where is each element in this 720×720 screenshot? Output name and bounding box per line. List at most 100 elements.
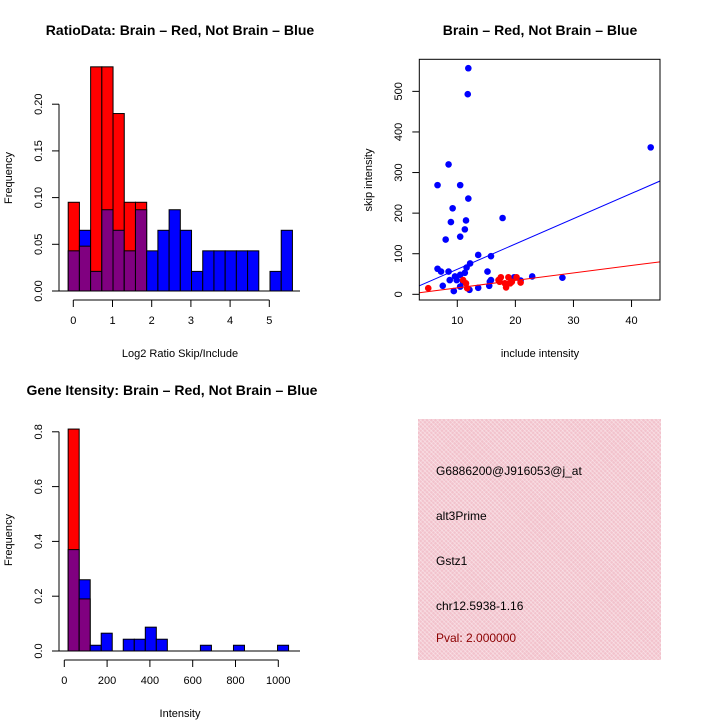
- ratio-hist-x-tick-label: 3: [188, 315, 194, 327]
- scatter-point-not-brain: [453, 276, 461, 284]
- intensity-hist-title: Gene Itensity: Brain – Red, Not Brain – …: [27, 382, 318, 398]
- ratio-hist-bar: [179, 229, 193, 292]
- scatter-y-tick-label: 0: [393, 291, 405, 297]
- intensity-hist-bar: [89, 644, 102, 652]
- intensity-hist-y-tick-label: 0.4: [33, 534, 45, 549]
- scatter-point-not-brain: [437, 268, 445, 275]
- scatter-plot: 0 100 200 300 400 500 10 20 30 40: [393, 58, 661, 327]
- intensity-hist-x-tick-label: 0: [61, 675, 67, 687]
- scatter-point-not-brain: [450, 287, 458, 295]
- intensity-hist-y-tick-label: 0.6: [33, 479, 45, 494]
- ratio-hist-bar: [168, 209, 181, 292]
- ratio-hist-y-tick-label: 0.00: [33, 280, 45, 301]
- intensity-hist-y-tick-label: 0.8: [33, 424, 45, 439]
- ratio-hist-bar: [280, 229, 293, 292]
- scatter-point-not-brain: [456, 181, 464, 189]
- scatter-point-not-brain: [484, 268, 491, 275]
- scatter-point-not-brain: [456, 283, 464, 290]
- ratio-hist-y-tick-label: 0.05: [33, 234, 45, 255]
- ratio-hist-y-tick-label: 0.15: [33, 140, 45, 161]
- ratio-hist-bar: [213, 250, 226, 292]
- intensity-hist-x-tick-label: 200: [98, 675, 116, 687]
- probe-id: G6886200@J916053@j_at: [436, 464, 582, 478]
- scatter-point-not-brain: [442, 236, 449, 243]
- ratio-hist-overlap-bar: [134, 209, 148, 292]
- pval: Pval: 2.000000: [436, 631, 517, 645]
- scatter-title: Brain – Red, Not Brain – Blue: [443, 22, 638, 38]
- scatter-point-not-brain: [487, 252, 495, 260]
- scatter-point-not-brain: [461, 226, 469, 233]
- scatter-point-not-brain: [446, 276, 454, 284]
- scatter-point-not-brain: [462, 217, 470, 224]
- intensity-hist-overlap-bar: [67, 549, 80, 652]
- intensity-hist-y-tick-label: 0.2: [33, 589, 45, 604]
- scatter-y-tick-label: 100: [393, 245, 405, 263]
- fit-line-not-brain: [419, 180, 660, 287]
- scatter-y-tick-label: 500: [393, 82, 405, 100]
- ratio-hist-x-tick-label: 1: [109, 315, 115, 327]
- ratio-hist-bar: [191, 270, 204, 292]
- info-panel: G6886200@J916053@j_at alt3Prime Gstz1 ch…: [418, 419, 661, 660]
- ratio-hist-overlap-bar: [123, 250, 136, 292]
- scatter-y-tick-label: 400: [393, 123, 405, 141]
- ratio-hist-y-tick-label: 0.10: [33, 187, 45, 208]
- scatter-x-tick-label: 40: [625, 315, 637, 327]
- scatter-point-brain: [505, 273, 512, 281]
- scatter-point-not-brain: [447, 218, 455, 226]
- scatter-x-tick-label: 30: [567, 315, 579, 327]
- scatter-point-not-brain: [445, 268, 452, 275]
- ratio-hist-bar: [247, 250, 260, 292]
- ratio-hist-x-tick-label: 5: [266, 315, 272, 327]
- ratio-hist-y-tick-label: 0.20: [33, 93, 45, 114]
- intensity-hist-bar: [100, 632, 113, 652]
- ratio-hist-x-tick-label: 2: [149, 315, 155, 327]
- intensity-hist-x-tick-label: 400: [141, 675, 159, 687]
- scatter-xlabel: include intensity: [501, 348, 580, 360]
- ratio-hist-overlap-bar: [67, 250, 80, 292]
- intensity-hist-bar: [144, 626, 157, 652]
- fit-line-brain: [419, 261, 660, 294]
- ratio-hist-bar: [235, 250, 249, 292]
- scatter-point-not-brain: [464, 90, 472, 98]
- gene-name: Gstz1: [436, 554, 468, 568]
- scatter-point-not-brain: [559, 274, 566, 281]
- scatter-point-not-brain: [474, 251, 482, 259]
- scatter-point-brain: [459, 276, 467, 284]
- intensity-hist-x-tick-label: 600: [184, 675, 202, 687]
- scatter-point-not-brain: [465, 195, 472, 202]
- scatter-y-tick-label: 300: [393, 163, 405, 181]
- ratio-hist-bar: [146, 250, 159, 292]
- ratio-hist-bar: [202, 250, 215, 292]
- intensity-hist-xlabel: Intensity: [160, 708, 201, 720]
- ratio-hist-overlap-bar: [78, 245, 92, 292]
- intensity-hist-bar: [232, 644, 245, 652]
- scatter-point-not-brain: [474, 284, 482, 292]
- ratio-hist-ylabel: Frequency: [3, 152, 15, 204]
- scatter-ylabel: skip intensity: [363, 148, 375, 211]
- scatter-point-not-brain: [434, 181, 441, 189]
- intensity-hist-overlap-bar: [78, 598, 91, 652]
- intensity-hist-bar: [155, 638, 168, 652]
- scatter-point-not-brain: [456, 233, 464, 240]
- scatter-point-not-brain: [445, 161, 452, 168]
- ratio-histogram: 0.00 0.05 0.10 0.15 0.20 0 1 2 3 4 5: [33, 66, 300, 327]
- scatter-point-brain: [502, 284, 510, 291]
- event-type: alt3Prime: [436, 509, 487, 523]
- location: chr12.5938-1.16: [436, 599, 524, 613]
- ratio-hist-bar: [90, 66, 103, 292]
- intensity-hist-x-tick-label: 1000: [266, 675, 290, 687]
- ratio-hist-overlap-bar: [101, 209, 114, 292]
- scatter-plot-box: [418, 58, 661, 301]
- scatter-point-brain: [496, 278, 503, 286]
- intensity-histogram: 0.0 0.2 0.4 0.6 0.8 0 200 400 600 800 1000: [33, 424, 300, 687]
- scatter-point-not-brain: [439, 282, 447, 290]
- intensity-hist-bar: [122, 638, 135, 652]
- intensity-hist-ylabel: Frequency: [3, 514, 15, 566]
- ratio-hist-bar: [224, 250, 237, 292]
- ratio-hist-xlabel: Log2 Ratio Skip/Include: [122, 348, 238, 360]
- ratio-hist-overlap-bar: [90, 270, 103, 292]
- scatter-point-brain: [517, 279, 524, 286]
- ratio-hist-bar: [157, 229, 170, 292]
- scatter-point-not-brain: [499, 214, 506, 222]
